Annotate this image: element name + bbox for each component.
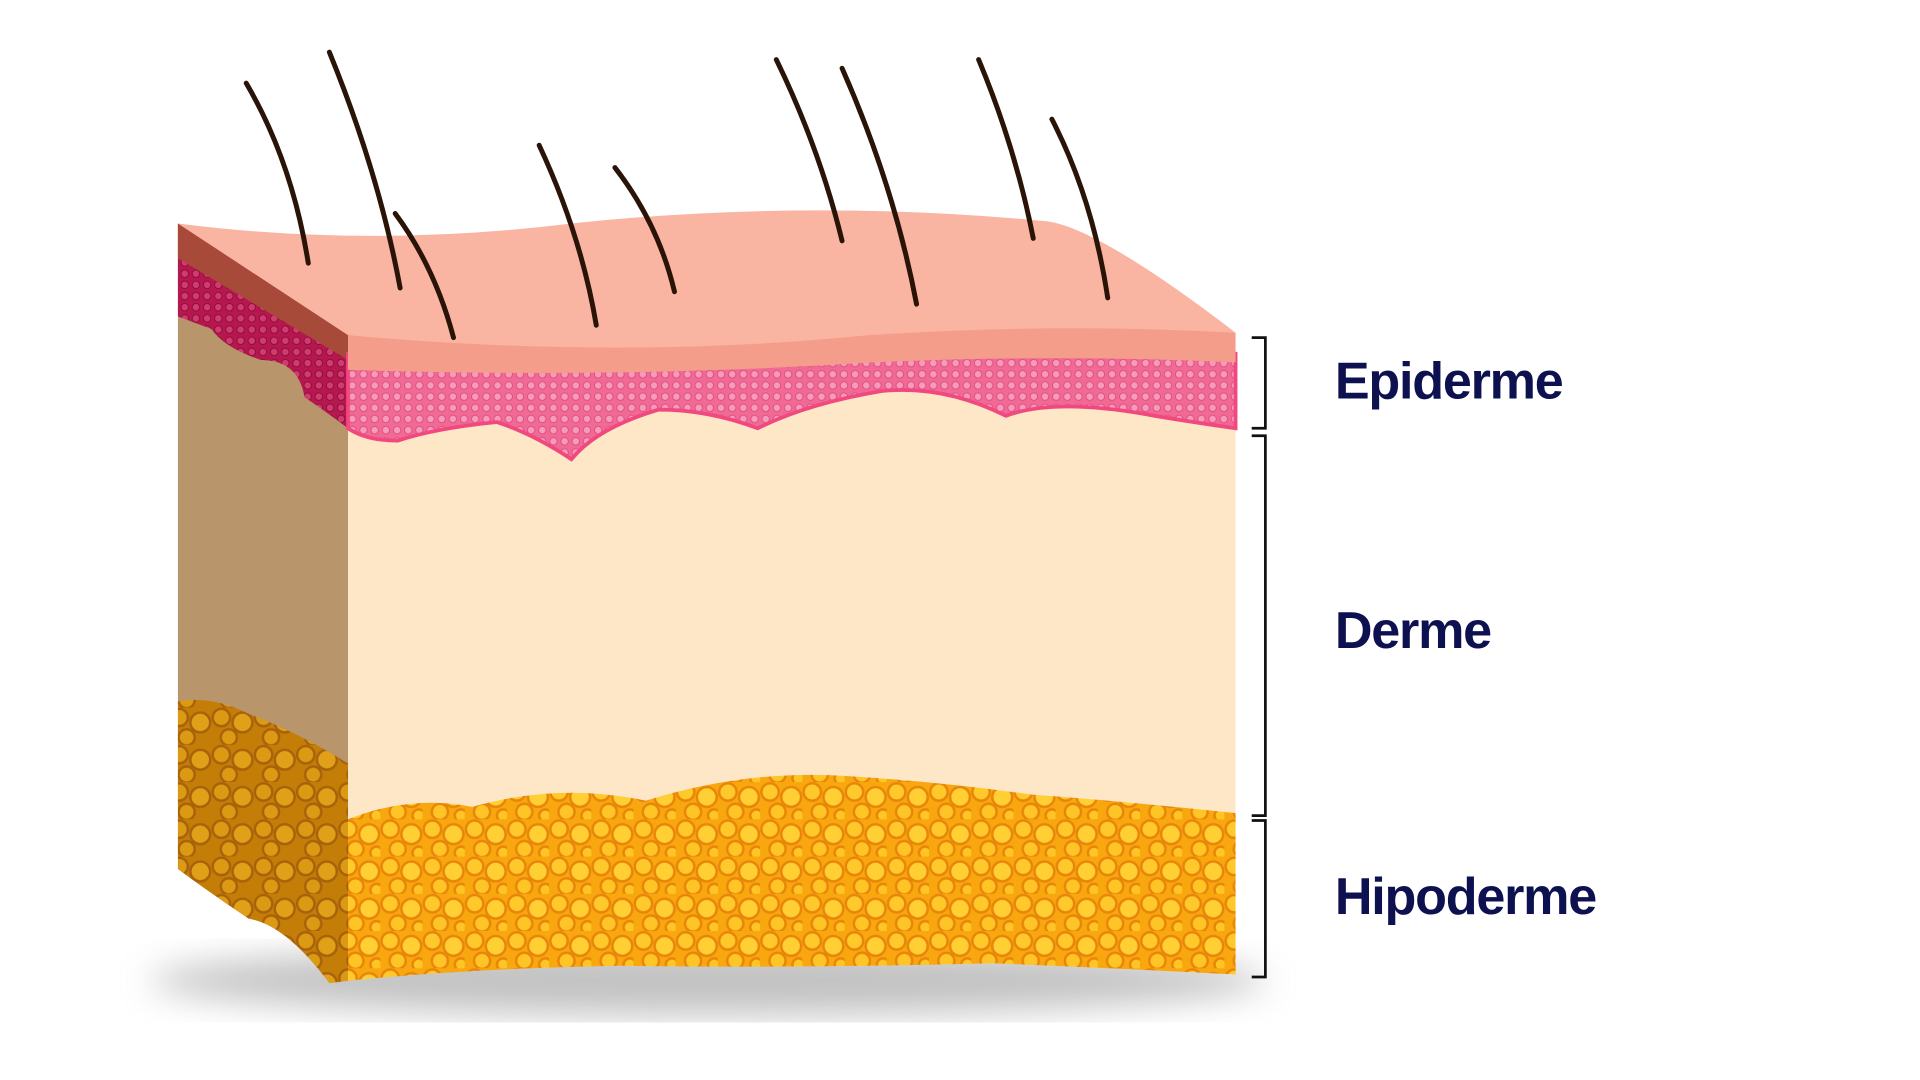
bracket	[1251, 819, 1267, 979]
bracket	[1251, 336, 1267, 430]
layer-label: Derme	[1335, 602, 1491, 660]
skin-surface	[177, 210, 1236, 365]
bracket	[1251, 434, 1267, 817]
layer-label: Epiderme	[1335, 353, 1563, 411]
surface-edge	[348, 328, 1236, 373]
side-fat	[177, 699, 348, 984]
side-top	[177, 223, 348, 360]
hairs	[243, 49, 1111, 341]
epidermis	[346, 351, 1238, 462]
dermis	[348, 372, 1236, 820]
hypodermis	[348, 774, 1236, 981]
layer-label: Hipoderme	[1335, 868, 1596, 926]
